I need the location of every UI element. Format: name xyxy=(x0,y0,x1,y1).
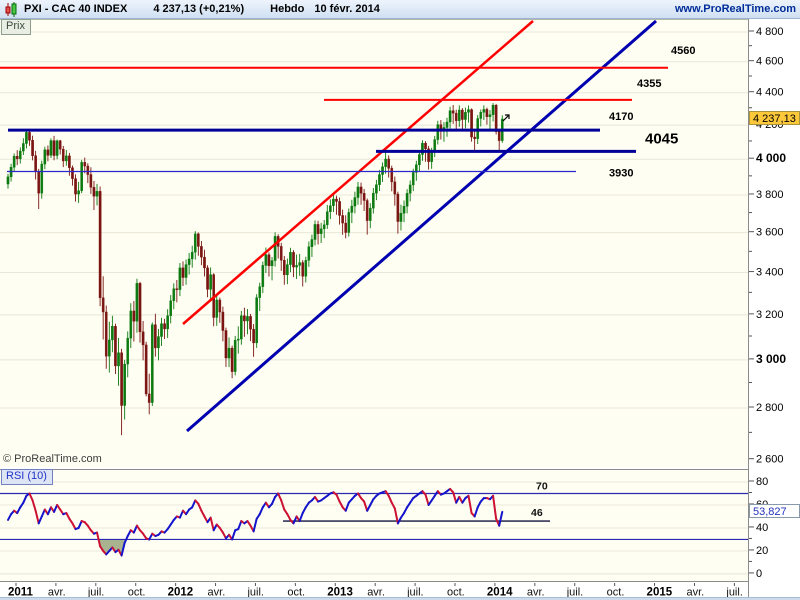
instrument-name: PXI - CAC 40 INDEX xyxy=(24,3,128,15)
svg-text:2 600: 2 600 xyxy=(756,454,784,466)
svg-text:2013: 2013 xyxy=(327,587,353,598)
svg-text:4 000: 4 000 xyxy=(756,151,786,165)
right-value-axis[interactable]: 4 800 4 600 4 400 4 200 4 000 3 800 3 600 3 400… xyxy=(748,19,800,597)
svg-text:oct.: oct. xyxy=(607,587,625,598)
timeframe-label: Hebdo xyxy=(270,3,305,15)
svg-text:juil.: juil. xyxy=(246,587,264,598)
svg-text:oct.: oct. xyxy=(287,587,305,598)
svg-text:juil.: juil. xyxy=(87,587,105,598)
svg-text:3 000: 3 000 xyxy=(756,352,786,366)
svg-text:juil.: juil. xyxy=(406,587,424,598)
candlestick-icon xyxy=(5,1,17,17)
horizontal-levels: 4560 4355 4170 4045 3930 xyxy=(0,45,695,180)
svg-text:avr.: avr. xyxy=(208,587,226,598)
svg-text:4 200: 4 200 xyxy=(756,119,784,131)
svg-text:20: 20 xyxy=(756,545,768,557)
svg-text:4 600: 4 600 xyxy=(756,56,784,68)
svg-text:2011: 2011 xyxy=(8,587,34,598)
svg-text:4045: 4045 xyxy=(645,130,678,147)
rsi-level-labels: 70 46 xyxy=(531,480,548,519)
svg-text:4170: 4170 xyxy=(609,111,633,123)
price-axis-ticks: 4 800 4 600 4 400 4 200 4 000 3 800 3 600 3 400… xyxy=(749,26,786,466)
rsi-curve xyxy=(7,487,504,557)
svg-text:40: 40 xyxy=(756,522,768,534)
prorealtime-site-link[interactable]: www.ProRealTime.com xyxy=(674,3,796,15)
time-axis-svg: 2011 avr. juil. oct. 2012 avr. juil. oct. 2013 av… xyxy=(8,583,743,597)
svg-text:2014: 2014 xyxy=(487,587,513,598)
time-axis-ticks: 2011 avr. juil. oct. 2012 avr. juil. oct. 2013 av… xyxy=(8,583,743,597)
svg-text:avr.: avr. xyxy=(686,587,704,598)
svg-text:80: 80 xyxy=(756,476,768,488)
candles xyxy=(6,103,504,436)
last-quote: 4 237,13 (+0,21%) xyxy=(153,3,245,15)
svg-text:avr.: avr. xyxy=(48,587,66,598)
last-bar-marker xyxy=(502,114,510,122)
last-price-badge: 4 237,13 xyxy=(749,111,800,125)
rsi-value-badge: 53,827 xyxy=(749,504,800,518)
svg-text:70: 70 xyxy=(536,480,548,492)
svg-text:oct.: oct. xyxy=(128,587,146,598)
svg-text:0: 0 xyxy=(756,568,762,580)
svg-text:juil.: juil. xyxy=(725,587,743,598)
svg-text:avr.: avr. xyxy=(527,587,545,598)
rsi-chart-svg[interactable]: 70 46 xyxy=(0,470,748,581)
time-axis[interactable]: 2011 avr. juil. oct. 2012 avr. juil. oct. 2013 av… xyxy=(0,583,748,597)
svg-text:4 400: 4 400 xyxy=(756,87,784,99)
rsi-gridlines xyxy=(0,481,748,575)
svg-text:4 800: 4 800 xyxy=(756,26,784,38)
chart-title-bar: PXI - CAC 40 INDEX 4 237,13 (+0,21%) Heb… xyxy=(0,0,800,19)
rsi-level-lines xyxy=(0,492,748,541)
svg-text:2012: 2012 xyxy=(168,587,194,598)
trendlines xyxy=(182,20,657,433)
rsi-indicator-panel[interactable]: 70 46 xyxy=(0,469,748,582)
svg-text:juil.: juil. xyxy=(566,587,584,598)
svg-text:4355: 4355 xyxy=(637,78,661,90)
copyright-watermark: © ProRealTime.com xyxy=(3,453,102,465)
svg-text:avr.: avr. xyxy=(367,587,385,598)
svg-text:4560: 4560 xyxy=(671,45,695,57)
window-bottom-edge xyxy=(0,597,800,600)
rsi-oversold-fill xyxy=(98,539,127,556)
price-chart-svg[interactable]: 4560 4355 4170 4045 3930 xyxy=(0,20,748,468)
svg-text:46: 46 xyxy=(531,507,543,519)
svg-text:3930: 3930 xyxy=(609,168,633,180)
tab-prix[interactable]: Prix xyxy=(1,19,31,35)
svg-text:3 600: 3 600 xyxy=(756,227,784,239)
tab-rsi[interactable]: RSI (10) xyxy=(1,469,53,485)
svg-text:2015: 2015 xyxy=(647,587,673,598)
price-chart-panel[interactable]: 4560 4355 4170 4045 3930 xyxy=(0,19,748,467)
svg-text:3 400: 3 400 xyxy=(756,267,784,279)
svg-text:oct.: oct. xyxy=(447,587,465,598)
last-bar-date: 10 févr. 2014 xyxy=(314,3,380,15)
svg-text:3 200: 3 200 xyxy=(756,309,784,321)
rsi-axis-ticks: 020406080 xyxy=(749,476,768,580)
svg-text:2 800: 2 800 xyxy=(756,402,784,414)
svg-text:3 800: 3 800 xyxy=(756,189,784,201)
